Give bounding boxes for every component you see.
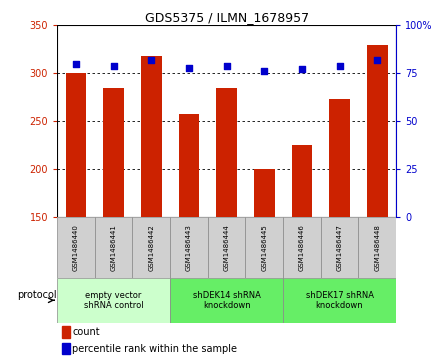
Text: empty vector
shRNA control: empty vector shRNA control: [84, 290, 143, 310]
Bar: [208, 217, 246, 278]
Bar: [283, 278, 396, 323]
Bar: [170, 278, 283, 323]
Bar: [57, 278, 170, 323]
Point: [298, 66, 305, 72]
Bar: [141, 56, 161, 217]
Text: GSM1486446: GSM1486446: [299, 224, 305, 271]
Bar: [57, 217, 95, 278]
Text: GSM1486448: GSM1486448: [374, 224, 380, 271]
Point: [73, 61, 80, 67]
Bar: [95, 217, 132, 278]
Point: [110, 63, 117, 69]
Bar: [321, 217, 358, 278]
Text: percentile rank within the sample: percentile rank within the sample: [73, 343, 238, 354]
Bar: [246, 217, 283, 278]
Point: [374, 57, 381, 63]
Bar: [132, 217, 170, 278]
Text: shDEK14 shRNA
knockdown: shDEK14 shRNA knockdown: [193, 290, 260, 310]
Point: [185, 65, 192, 70]
Text: GSM1486443: GSM1486443: [186, 224, 192, 271]
Text: GSM1486440: GSM1486440: [73, 224, 79, 271]
Bar: [283, 217, 321, 278]
Point: [148, 57, 155, 63]
Bar: [254, 169, 275, 217]
Text: GSM1486447: GSM1486447: [337, 224, 342, 271]
Bar: [62, 343, 70, 354]
Title: GDS5375 / ILMN_1678957: GDS5375 / ILMN_1678957: [144, 11, 309, 24]
Point: [261, 69, 268, 74]
Text: count: count: [73, 327, 100, 337]
Text: shDEK17 shRNA
knockdown: shDEK17 shRNA knockdown: [305, 290, 374, 310]
Text: GSM1486442: GSM1486442: [148, 224, 154, 271]
Point: [336, 63, 343, 69]
Text: protocol: protocol: [17, 290, 56, 300]
Bar: [62, 326, 70, 338]
Bar: [216, 88, 237, 217]
Text: GSM1486441: GSM1486441: [111, 224, 117, 271]
Text: GSM1486444: GSM1486444: [224, 224, 230, 271]
Point: [223, 63, 230, 69]
Bar: [103, 88, 124, 217]
Bar: [292, 145, 312, 217]
Bar: [170, 217, 208, 278]
Bar: [179, 114, 199, 217]
Bar: [358, 217, 396, 278]
Text: GSM1486445: GSM1486445: [261, 224, 267, 271]
Bar: [66, 73, 86, 217]
Bar: [367, 45, 388, 217]
Bar: [329, 99, 350, 217]
